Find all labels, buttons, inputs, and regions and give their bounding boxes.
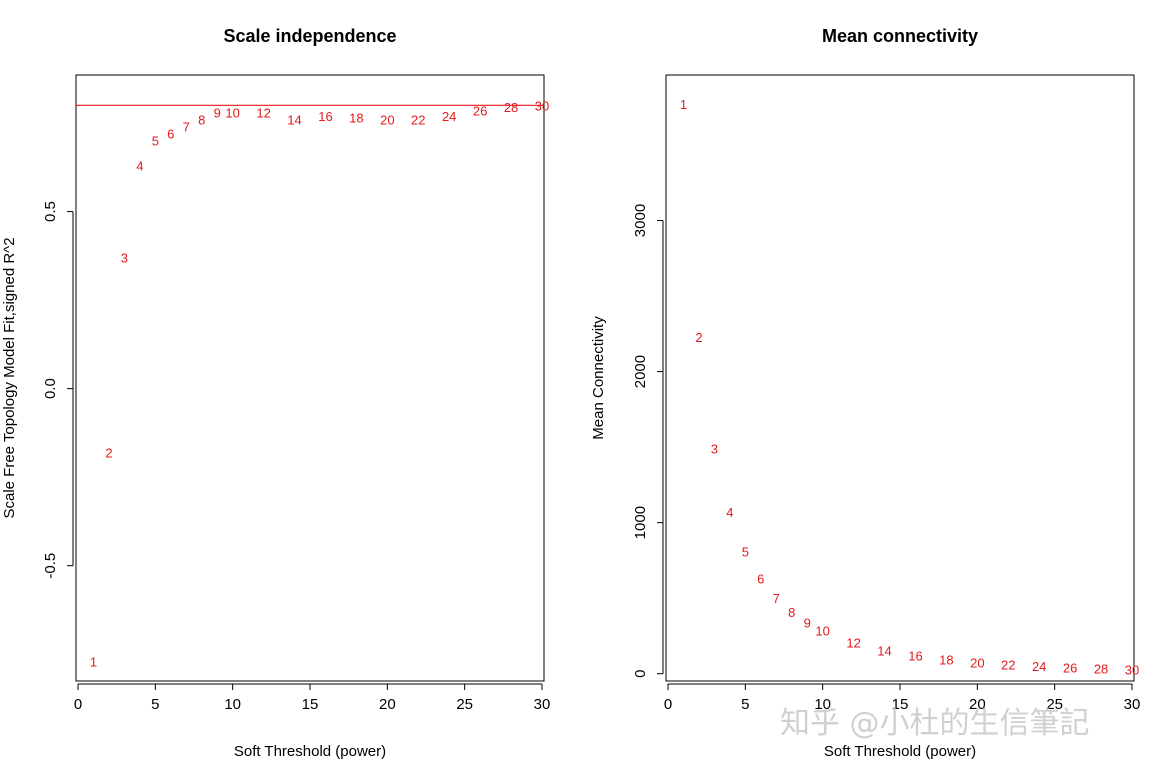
data-point-label: 7 <box>183 120 190 135</box>
data-point-label: 9 <box>214 105 221 120</box>
x-tick-label: 20 <box>969 696 986 713</box>
plot-marks: 0 5 10 15 20 25 300100020003000123456789101214… <box>632 97 1140 713</box>
plot-frame <box>665 74 1135 682</box>
x-tick-label: 15 <box>302 696 319 713</box>
data-point-label: 5 <box>152 134 159 149</box>
data-point-label: 24 <box>1032 659 1046 674</box>
watermark-text: 知乎 @小杜的生信筆記 <box>780 706 1090 741</box>
x-tick-label: 5 <box>741 696 749 713</box>
data-point-label: 18 <box>939 652 953 667</box>
data-point-label: 2 <box>105 445 112 460</box>
data-point-label: 1 <box>680 97 687 112</box>
x-tick-label: 5 <box>151 696 159 713</box>
y-tick-label: 1000 <box>632 506 649 539</box>
y-axis-label: Mean Connectivity <box>590 316 607 440</box>
data-point-label: 22 <box>411 112 425 127</box>
data-point-label: 1 <box>90 654 97 669</box>
y-tick-label: 0 <box>632 670 649 678</box>
data-point-label: 14 <box>287 112 301 127</box>
chart-title: Scale independence <box>223 26 396 46</box>
data-point-label: 16 <box>318 109 332 124</box>
y-axis-label: Scale Free Topology Model Fit,signed R^2 <box>1 237 18 518</box>
x-tick-label: 10 <box>224 696 241 713</box>
data-point-label: 20 <box>380 112 394 127</box>
data-point-label: 4 <box>726 505 733 520</box>
data-point-label: 3 <box>711 442 718 457</box>
y-tick-label: 2000 <box>632 355 649 388</box>
x-tick-label: 10 <box>814 696 831 713</box>
x-tick-label: 25 <box>1046 696 1063 713</box>
plot-frame <box>75 74 545 682</box>
data-point-label: 28 <box>1094 662 1108 677</box>
y-tick-label: -0.5 <box>42 553 59 579</box>
data-point-label: 2 <box>695 330 702 345</box>
x-tick-label: 30 <box>1124 696 1141 713</box>
data-point-label: 5 <box>742 544 749 559</box>
x-tick-label: 30 <box>534 696 551 713</box>
chart-title: Mean connectivity <box>822 26 978 46</box>
x-tick-label: 15 <box>892 696 909 713</box>
data-point-label: 10 <box>225 105 239 120</box>
x-tick-label: 0 <box>664 696 672 713</box>
data-point-label: 24 <box>442 109 456 124</box>
data-point-label: 8 <box>788 605 795 620</box>
scale-independence-panel: Scale independence 0 5 10 15 20 25 30-0.50.00.… <box>1 26 550 760</box>
data-point-label: 12 <box>846 636 860 651</box>
data-point-label: 26 <box>1063 661 1077 676</box>
data-point-label: 6 <box>757 572 764 587</box>
data-point-label: 30 <box>1125 662 1139 677</box>
data-point-label: 4 <box>136 159 143 174</box>
x-tick-label: 20 <box>379 696 396 713</box>
y-tick-label: 0.0 <box>42 378 59 399</box>
y-tick-label: 0.5 <box>42 201 59 222</box>
data-point-label: 18 <box>349 111 363 126</box>
data-point-label: 22 <box>1001 658 1015 673</box>
data-point-label: 28 <box>504 100 518 115</box>
y-tick-label: 3000 <box>632 204 649 237</box>
data-point-label: 7 <box>773 591 780 606</box>
data-point-label: 30 <box>535 98 549 113</box>
data-point-label: 16 <box>908 649 922 664</box>
data-point-label: 6 <box>167 127 174 142</box>
data-point-label: 14 <box>877 643 891 658</box>
data-point-label: 26 <box>473 104 487 119</box>
data-point-label: 3 <box>121 251 128 266</box>
data-point-label: 8 <box>198 112 205 127</box>
data-point-label: 20 <box>970 655 984 670</box>
data-point-label: 12 <box>256 105 270 120</box>
x-tick-label: 25 <box>456 696 473 713</box>
x-tick-label: 0 <box>74 696 82 713</box>
x-axis-label: Soft Threshold (power) <box>824 743 976 760</box>
mean-connectivity-panel: Mean connectivity 0 5 10 15 20 25 300100020003… <box>590 26 1140 760</box>
data-point-label: 9 <box>804 615 811 630</box>
x-axis-label: Soft Threshold (power) <box>234 743 386 760</box>
data-point-label: 10 <box>815 624 829 639</box>
